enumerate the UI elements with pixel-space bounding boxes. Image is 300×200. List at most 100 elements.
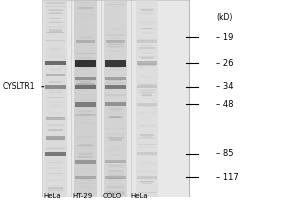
- Bar: [77, 148, 94, 149]
- Bar: [48, 125, 63, 126]
- Bar: [80, 114, 91, 115]
- Bar: [79, 40, 92, 41]
- Bar: [80, 2, 91, 4]
- Bar: [110, 47, 121, 48]
- Bar: [140, 105, 154, 107]
- Bar: [42, 0, 189, 197]
- Bar: [141, 155, 153, 156]
- Bar: [46, 179, 64, 180]
- Bar: [141, 57, 153, 59]
- Bar: [140, 28, 154, 30]
- Bar: [142, 94, 152, 96]
- Bar: [106, 82, 125, 83]
- Bar: [45, 167, 66, 169]
- Bar: [75, 176, 96, 179]
- Bar: [108, 123, 123, 124]
- Bar: [80, 94, 92, 95]
- Bar: [75, 105, 96, 107]
- Bar: [106, 46, 124, 47]
- Bar: [138, 64, 156, 66]
- Bar: [140, 18, 154, 20]
- Bar: [79, 83, 92, 85]
- Bar: [76, 19, 95, 20]
- Bar: [48, 47, 63, 50]
- Bar: [78, 182, 93, 183]
- Bar: [140, 138, 154, 139]
- Bar: [111, 6, 120, 7]
- Bar: [109, 108, 122, 110]
- Bar: [106, 40, 125, 43]
- Bar: [77, 63, 94, 65]
- Bar: [138, 164, 156, 166]
- Bar: [49, 112, 62, 114]
- Bar: [106, 137, 125, 139]
- Bar: [137, 170, 157, 172]
- Bar: [76, 171, 95, 173]
- Bar: [110, 170, 121, 171]
- Bar: [140, 85, 154, 86]
- Bar: [51, 185, 60, 186]
- Bar: [139, 63, 155, 66]
- Bar: [139, 90, 155, 92]
- Bar: [140, 146, 154, 148]
- Bar: [77, 163, 94, 165]
- Bar: [47, 148, 64, 149]
- Bar: [46, 191, 65, 193]
- Bar: [105, 94, 126, 96]
- Bar: [105, 125, 126, 127]
- Bar: [80, 9, 91, 10]
- Bar: [138, 68, 156, 69]
- Bar: [79, 77, 92, 78]
- Bar: [137, 85, 157, 88]
- Bar: [106, 117, 124, 118]
- Bar: [106, 164, 125, 166]
- Bar: [46, 173, 65, 174]
- Bar: [80, 110, 91, 111]
- Bar: [80, 69, 91, 70]
- Bar: [48, 167, 63, 169]
- Bar: [110, 116, 121, 117]
- Bar: [80, 118, 91, 120]
- Bar: [106, 105, 125, 106]
- Bar: [76, 83, 95, 85]
- Bar: [109, 79, 122, 80]
- Bar: [142, 12, 152, 14]
- Text: HeLa: HeLa: [131, 193, 148, 199]
- Bar: [141, 118, 153, 119]
- Bar: [77, 15, 94, 17]
- Bar: [50, 4, 61, 5]
- Bar: [141, 178, 153, 180]
- Bar: [106, 193, 125, 195]
- Bar: [75, 78, 96, 80]
- Bar: [139, 112, 155, 114]
- Bar: [141, 52, 153, 54]
- Bar: [48, 140, 63, 142]
- Bar: [142, 105, 152, 107]
- Bar: [139, 125, 155, 126]
- Bar: [137, 142, 157, 143]
- Bar: [76, 99, 95, 100]
- Bar: [108, 175, 123, 176]
- Bar: [76, 136, 95, 137]
- Bar: [78, 104, 93, 106]
- Bar: [50, 134, 61, 136]
- Bar: [48, 9, 63, 11]
- Bar: [106, 118, 125, 119]
- Bar: [105, 138, 126, 139]
- Bar: [110, 116, 121, 118]
- Bar: [137, 49, 157, 51]
- Bar: [139, 47, 155, 49]
- Bar: [49, 68, 62, 70]
- Bar: [50, 193, 61, 195]
- Bar: [142, 131, 152, 133]
- Bar: [46, 116, 65, 118]
- Bar: [46, 101, 65, 103]
- Bar: [138, 111, 156, 112]
- Bar: [50, 102, 61, 103]
- Text: HeLa: HeLa: [44, 193, 61, 199]
- Bar: [108, 85, 123, 88]
- Bar: [111, 181, 120, 183]
- Bar: [48, 105, 63, 106]
- Bar: [50, 139, 61, 142]
- Bar: [50, 12, 61, 13]
